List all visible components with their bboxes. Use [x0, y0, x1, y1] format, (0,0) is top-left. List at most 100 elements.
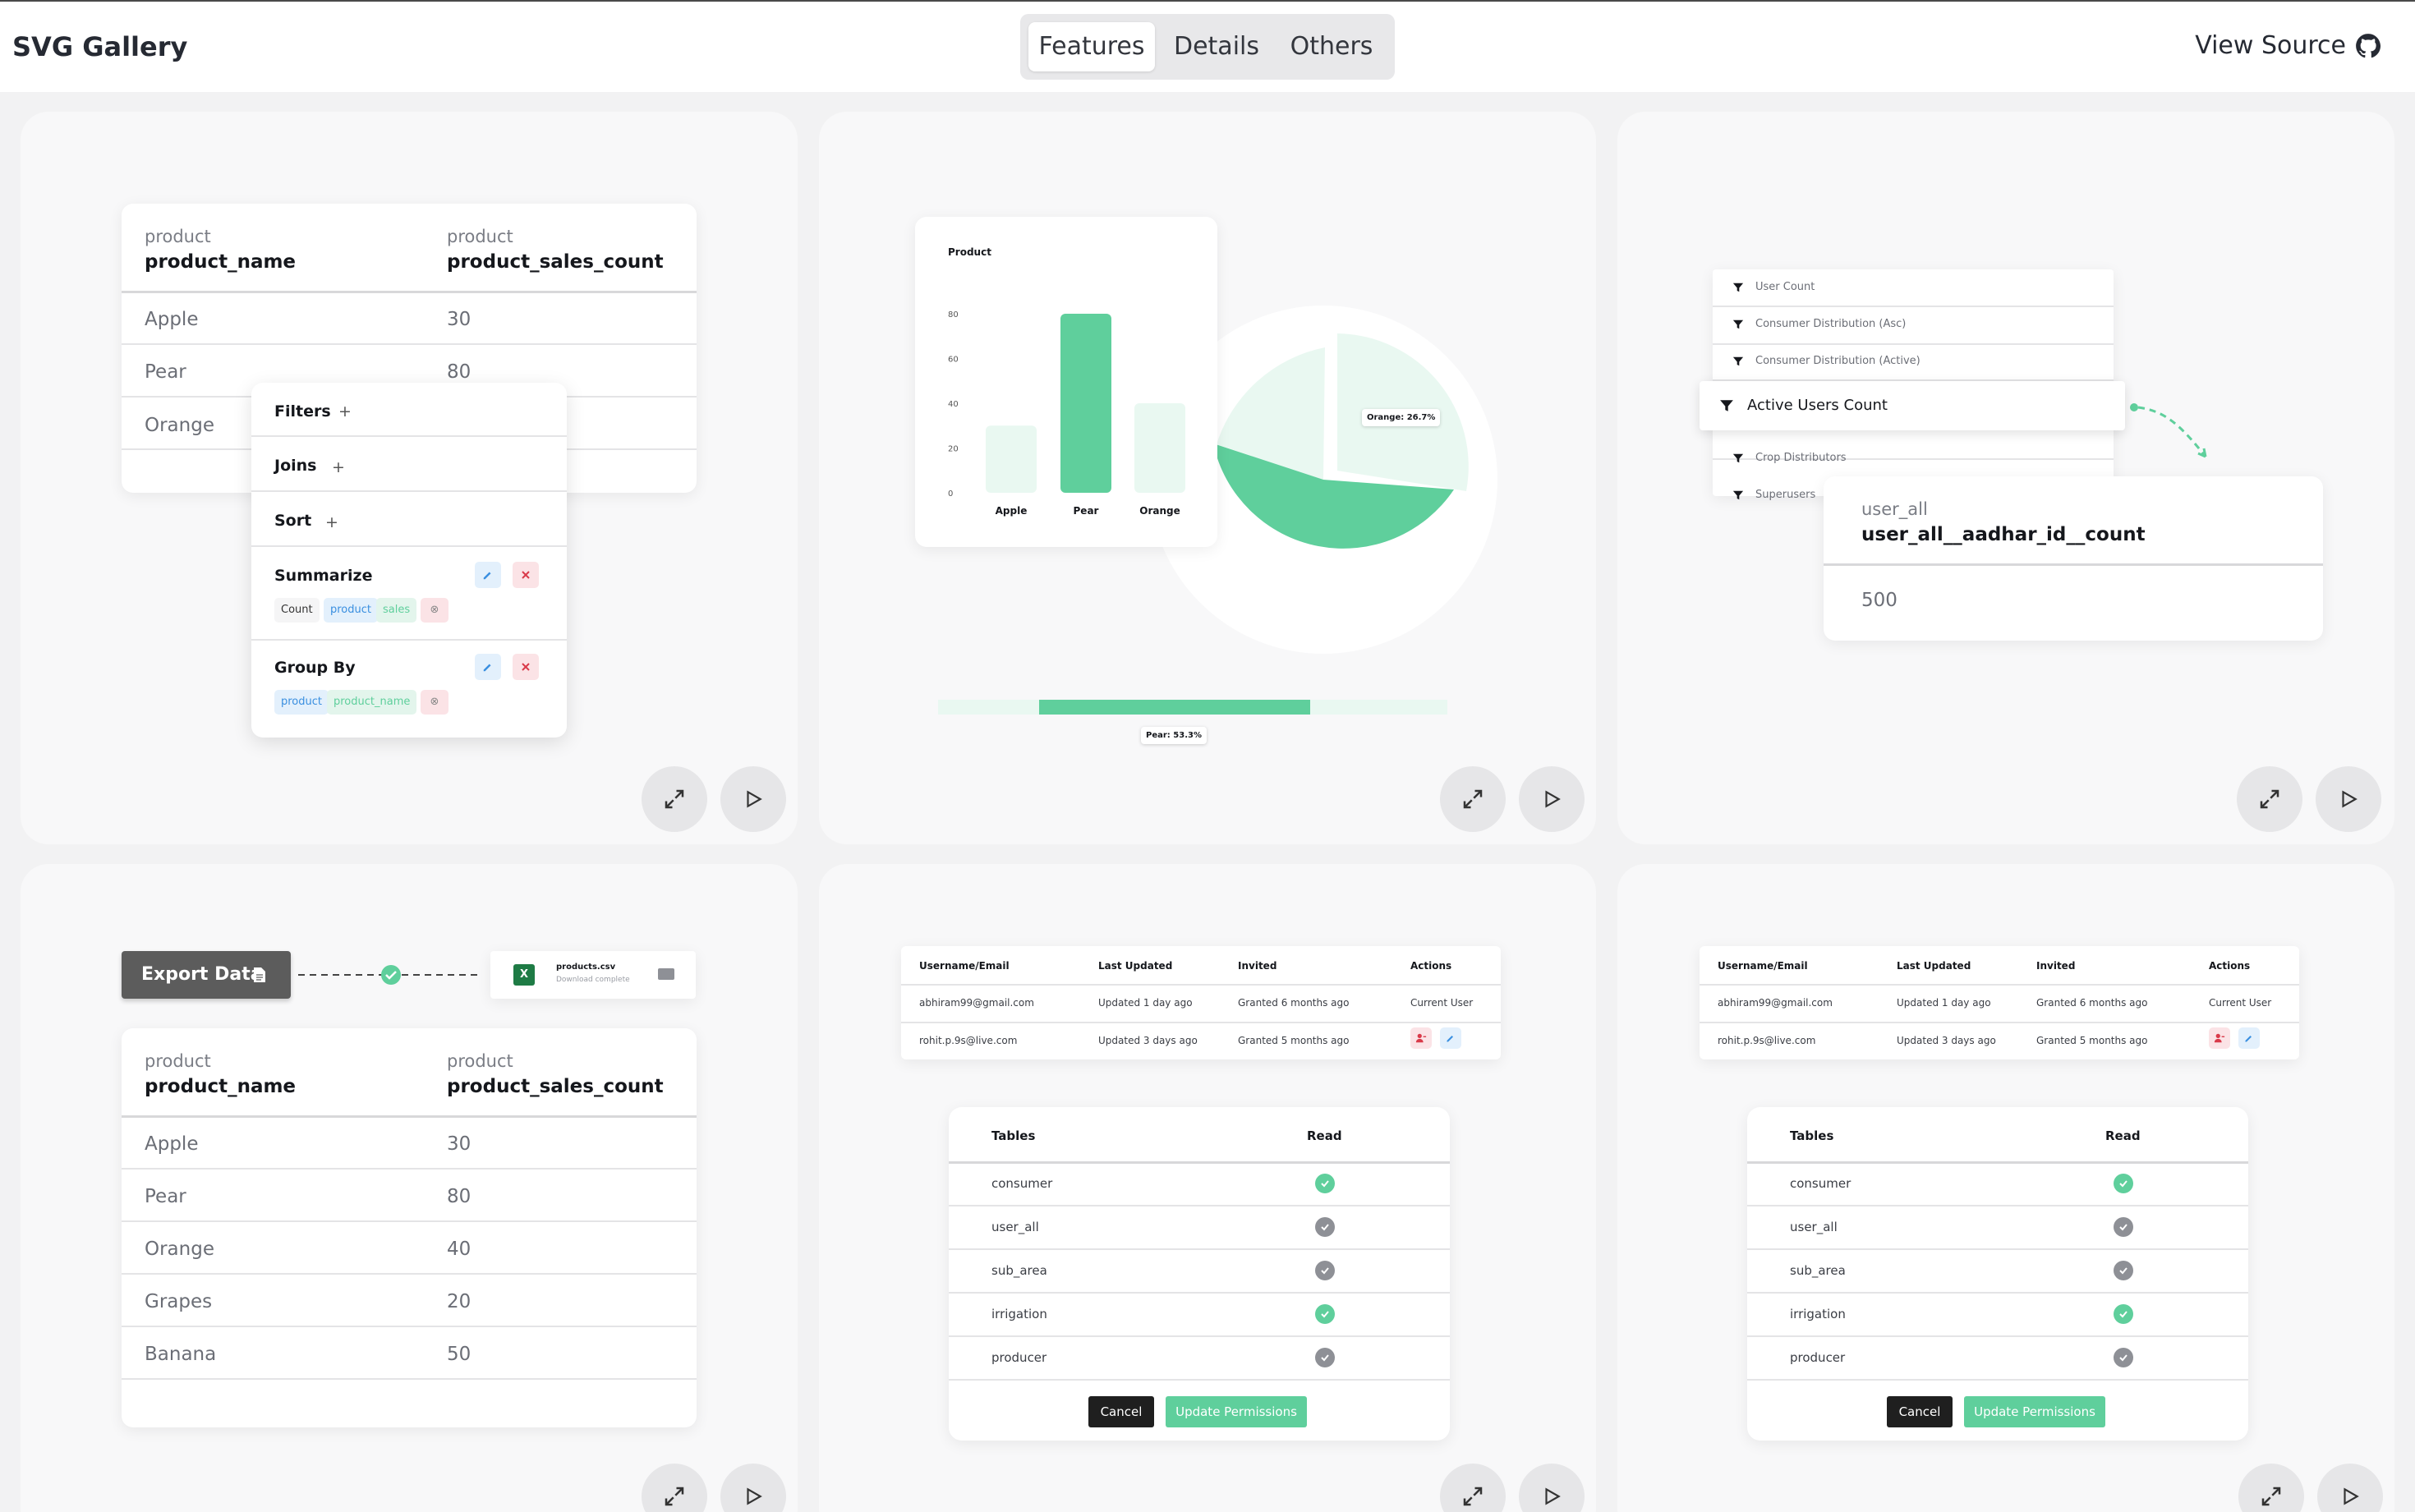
table-cell: 20 — [447, 1291, 472, 1312]
users-cell: abhiram99@gmail.com — [919, 997, 1034, 1009]
remove-group-by-button[interactable] — [513, 654, 539, 680]
gallery-card-charts: Orange: 26.7% Product 80 60 40 20 0 Apple Pear… — [819, 112, 1596, 844]
check-icon-granted[interactable] — [2114, 1304, 2133, 1324]
permissions-header-tables: Tables — [991, 1128, 1036, 1143]
users-cell: Updated 1 day ago — [1897, 997, 1991, 1009]
stacked-bar — [938, 700, 1447, 715]
filter-icon — [1732, 319, 1744, 329]
play-button[interactable] — [2316, 766, 2381, 832]
play-button[interactable] — [720, 766, 786, 832]
tab-features[interactable]: Features — [1028, 22, 1155, 71]
summarize-remove-icon[interactable]: ⊗ — [421, 598, 448, 623]
metric-item[interactable]: Consumer Distribution (Asc) — [1713, 306, 2114, 342]
remove-user-button[interactable] — [1410, 1027, 1432, 1049]
check-icon-default[interactable] — [2114, 1348, 2133, 1367]
expand-icon — [665, 789, 684, 809]
add-filter-button[interactable]: + — [338, 402, 352, 421]
expand-button[interactable] — [1440, 1464, 1506, 1512]
add-join-button[interactable]: + — [332, 458, 345, 476]
view-source-link[interactable]: View Source — [2195, 31, 2382, 60]
check-icon — [381, 965, 401, 985]
permission-table-name: user_all — [991, 1220, 1039, 1234]
edit-user-button[interactable] — [2238, 1027, 2260, 1049]
play-icon — [747, 1487, 762, 1505]
permissions-header-read: Read — [1307, 1128, 1342, 1143]
gallery-card-metrics: user_all user_all__aadhar_id__count 500 … — [1617, 112, 2394, 844]
users-table: Username/Email Last Updated Invited Actions… — [901, 946, 1501, 1059]
permissions-header-read: Read — [2105, 1128, 2141, 1143]
filter-icon — [1732, 356, 1744, 366]
play-button[interactable] — [720, 1464, 786, 1512]
edit-summarize-button[interactable] — [475, 562, 501, 588]
column-header: product_sales_count — [447, 251, 664, 273]
check-icon-granted[interactable] — [1315, 1304, 1335, 1324]
expand-button[interactable] — [642, 1464, 707, 1512]
check-icon-granted[interactable] — [1315, 1174, 1335, 1193]
permissions-header-tables: Tables — [1790, 1128, 1834, 1143]
check-icon-default[interactable] — [1315, 1261, 1335, 1280]
metric-item-label: Consumer Distribution (Active) — [1755, 355, 1920, 367]
pie-chart — [1149, 306, 1497, 654]
group-table-chip: product — [274, 690, 329, 715]
download-file-card[interactable]: X products.csv Download complete — [490, 951, 696, 999]
summarize-column-chip: sales — [376, 598, 417, 623]
play-button[interactable] — [1519, 766, 1585, 832]
metric-item-label: Superusers — [1755, 489, 1816, 501]
column-header: product_sales_count — [447, 1076, 664, 1097]
permission-table-name: user_all — [1790, 1220, 1838, 1234]
edit-user-button[interactable] — [1440, 1027, 1461, 1049]
metric-item[interactable]: Consumer Distribution (Active) — [1713, 343, 2114, 379]
play-icon — [2342, 790, 2358, 808]
gallery-card-query-builder: product product_name product product_sal… — [21, 112, 798, 844]
metric-item-label: Consumer Distribution (Asc) — [1755, 318, 1907, 330]
check-icon-default[interactable] — [1315, 1217, 1335, 1237]
expand-button[interactable] — [2237, 766, 2302, 832]
play-icon — [2344, 1487, 2359, 1505]
expand-button[interactable] — [642, 766, 707, 832]
play-button[interactable] — [1519, 1464, 1585, 1512]
expand-button[interactable] — [2238, 1464, 2304, 1512]
table-cell: Pear — [145, 361, 186, 383]
update-permissions-button[interactable]: Update Permissions — [1166, 1396, 1307, 1427]
metric-item[interactable]: User Count — [1713, 269, 2114, 306]
metric-item[interactable]: Crop Distributors — [1713, 440, 2114, 476]
cancel-button[interactable]: Cancel — [1088, 1396, 1154, 1427]
tab-others[interactable]: Others — [1290, 32, 1373, 61]
export-data-button[interactable]: Export Data — [122, 951, 291, 999]
bar-apple — [986, 425, 1037, 493]
column-header: product_name — [145, 251, 297, 273]
update-permissions-button[interactable]: Update Permissions — [1964, 1396, 2105, 1427]
group-remove-icon[interactable]: ⊗ — [421, 690, 448, 715]
table-cell: Orange — [145, 415, 214, 436]
users-cell: rohit.p.9s@live.com — [1718, 1035, 1816, 1046]
x-tick-label: Orange — [1139, 505, 1180, 517]
table-cell: 30 — [447, 1133, 472, 1155]
x-tick-label: Apple — [996, 505, 1028, 517]
cancel-button[interactable]: Cancel — [1887, 1396, 1953, 1427]
expand-icon — [2260, 789, 2279, 809]
users-cell: Updated 1 day ago — [1098, 997, 1193, 1009]
metric-item-selected[interactable]: Active Users Count — [1700, 381, 2125, 430]
check-icon-granted[interactable] — [2114, 1174, 2133, 1193]
remove-user-icon — [2214, 1033, 2225, 1043]
users-cell: abhiram99@gmail.com — [1718, 997, 1833, 1009]
add-sort-button[interactable]: + — [325, 513, 338, 531]
y-tick-label: 60 — [948, 356, 959, 365]
play-button[interactable] — [2317, 1464, 2383, 1512]
close-icon — [522, 663, 530, 671]
table-cell: Apple — [145, 1133, 199, 1155]
metric-item[interactable]: Superusers — [1713, 477, 2114, 513]
sort-label[interactable]: Sort — [274, 512, 312, 530]
check-icon-default[interactable] — [1315, 1348, 1335, 1367]
joins-label[interactable]: Joins — [274, 457, 317, 475]
tab-details[interactable]: Details — [1173, 32, 1259, 61]
users-cell: Updated 3 days ago — [1897, 1035, 1996, 1046]
edit-group-by-button[interactable] — [475, 654, 501, 680]
remove-user-button[interactable] — [2209, 1027, 2230, 1049]
filters-label[interactable]: Filters — [274, 402, 331, 421]
gallery-card-export: Export Data X products.csv Download comp… — [21, 864, 798, 1512]
check-icon-default[interactable] — [2114, 1261, 2133, 1280]
expand-button[interactable] — [1440, 766, 1506, 832]
check-icon-default[interactable] — [2114, 1217, 2133, 1237]
remove-summarize-button[interactable] — [513, 562, 539, 588]
